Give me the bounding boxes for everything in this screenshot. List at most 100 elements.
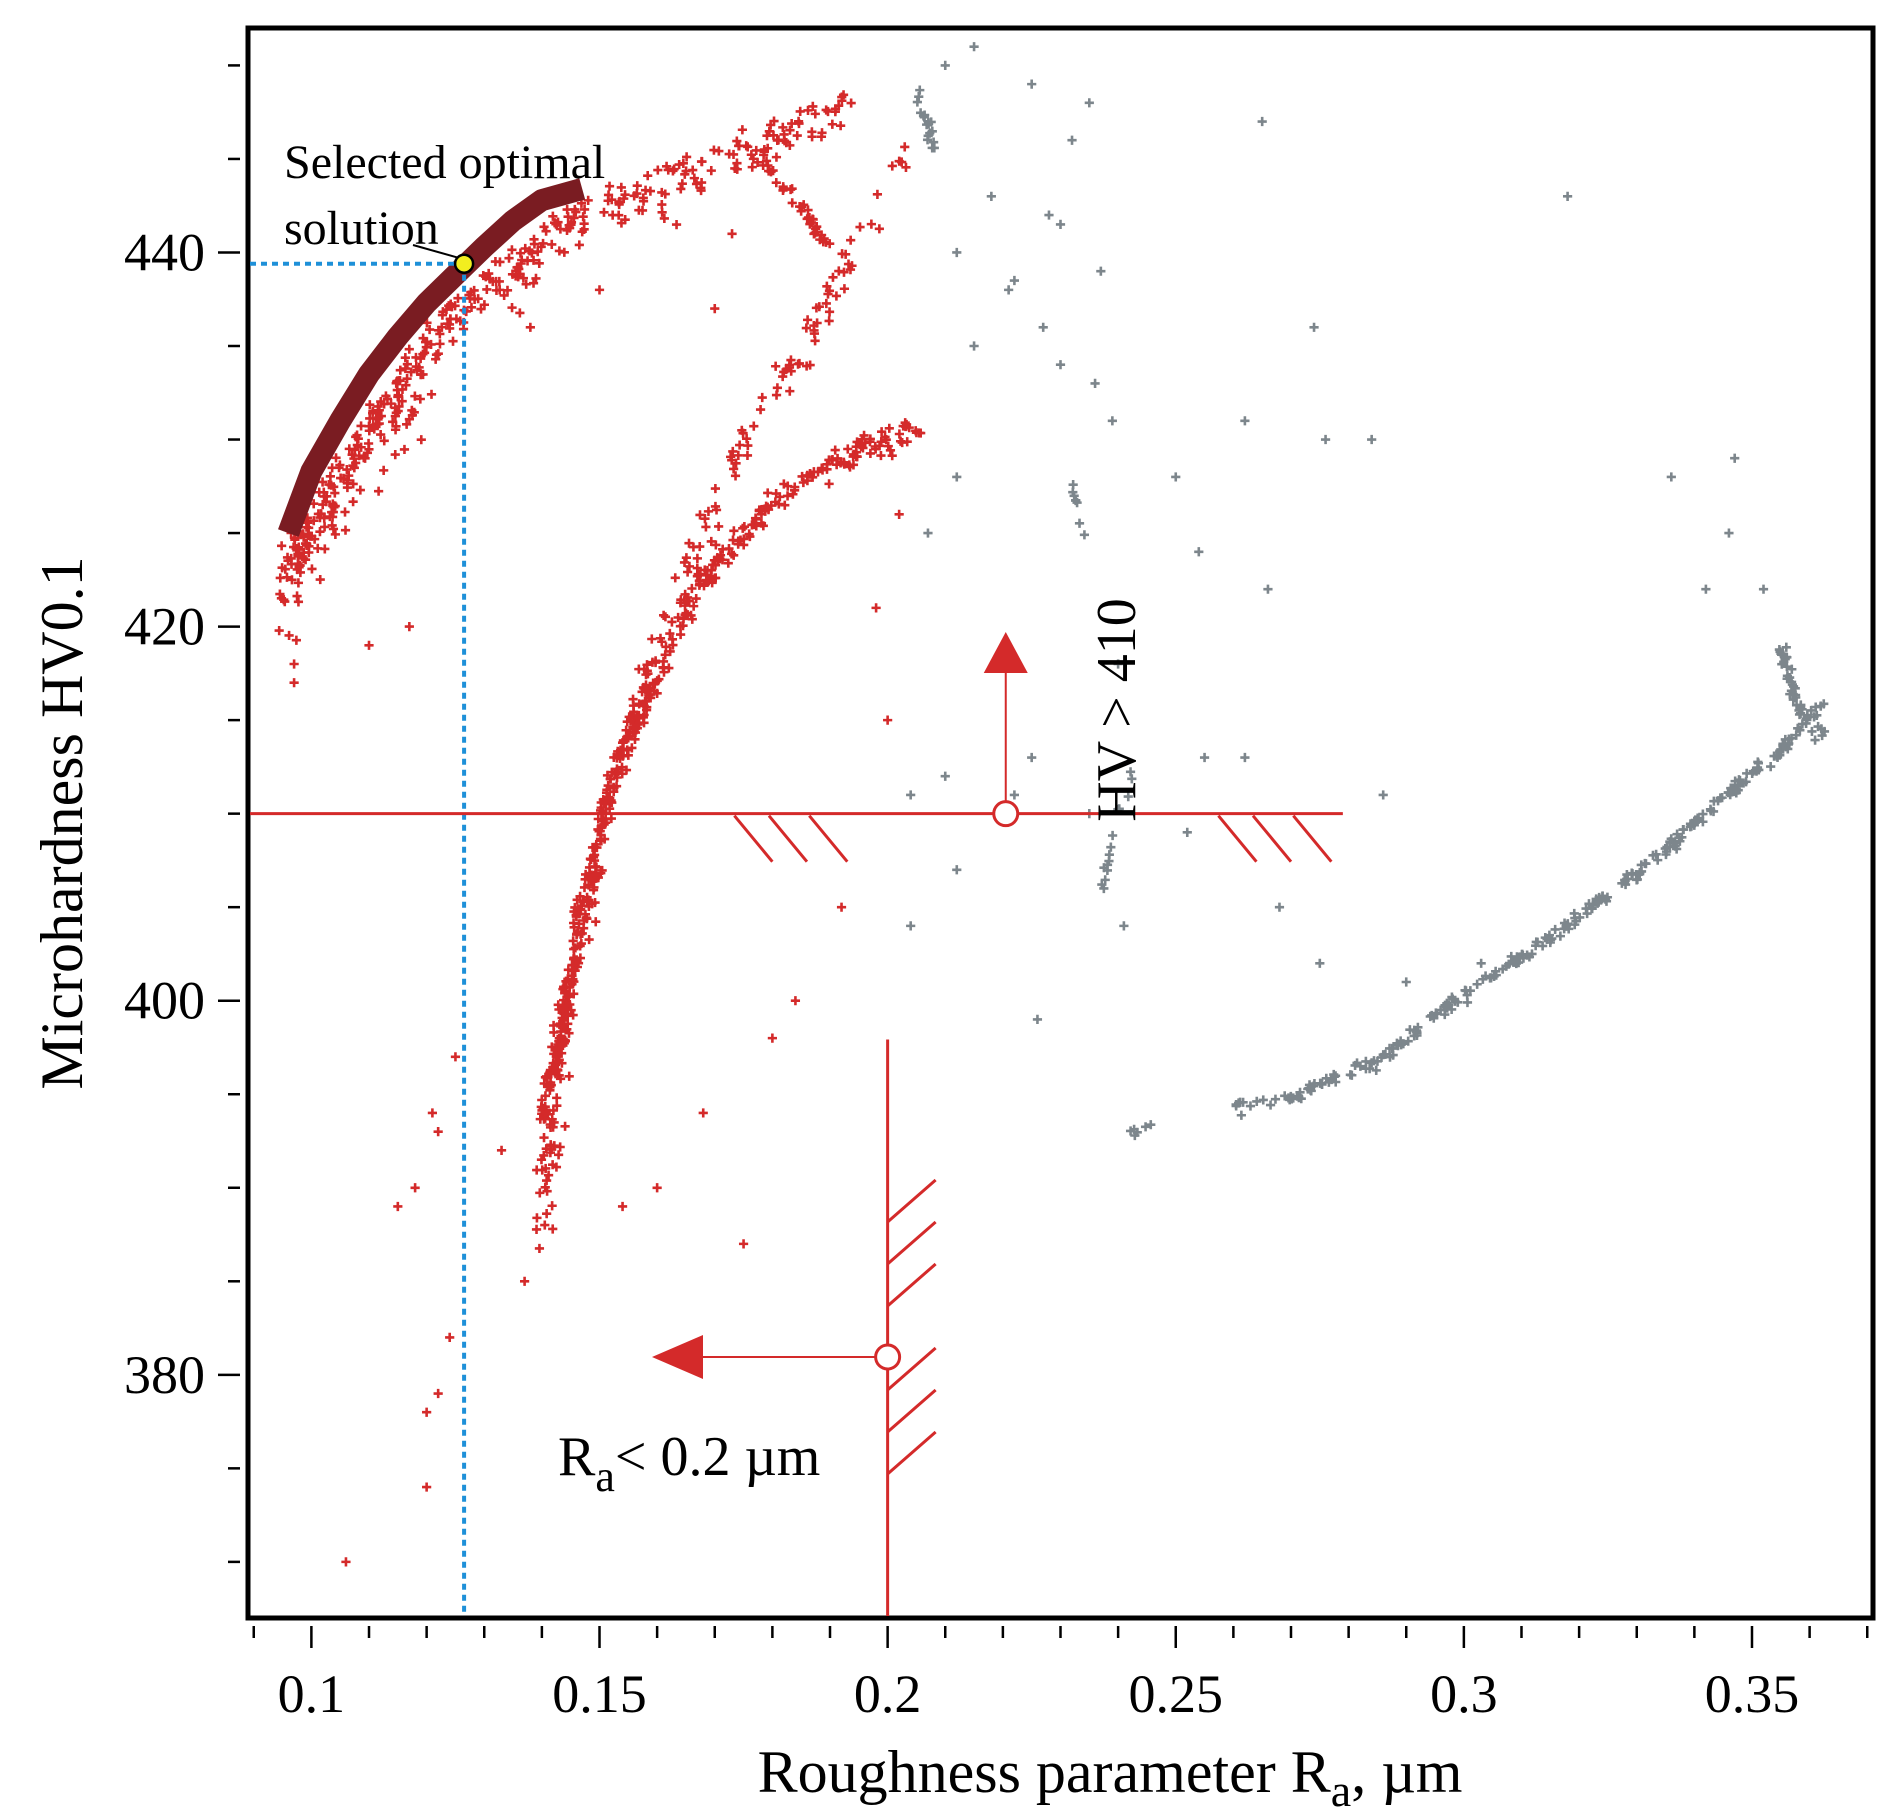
feasible-point (587, 899, 597, 909)
feasible-point (555, 1142, 565, 1152)
y-tick-label: 420 (124, 597, 205, 657)
feasible-point (654, 674, 664, 684)
feasible-point (397, 396, 407, 406)
feasible-point (579, 204, 590, 215)
feasible-point (825, 239, 835, 249)
feasible-point (658, 663, 668, 673)
feasible-point (695, 541, 705, 552)
feasible-point (876, 437, 886, 447)
feasible-point (883, 715, 893, 725)
feasible-point (402, 374, 412, 384)
feasible-point (894, 429, 905, 439)
feasible-point (802, 214, 812, 224)
feasible-point (543, 1170, 554, 1180)
feasible-point (681, 553, 691, 563)
feasible-point (608, 210, 618, 220)
feasible-point (426, 389, 437, 399)
infeasible-point (1099, 863, 1109, 873)
infeasible-point (1725, 790, 1735, 800)
infeasible-point (1491, 970, 1501, 980)
feasible-point (642, 660, 652, 670)
feasible-point (647, 634, 657, 644)
hv-constraint-label: HV > 410 (1086, 598, 1148, 821)
infeasible-point (1661, 847, 1672, 857)
infeasible-point (1108, 830, 1118, 841)
feasible-point (667, 634, 678, 644)
feasible-point (597, 865, 607, 876)
feasible-point (360, 453, 370, 463)
feasible-point (410, 1183, 420, 1193)
feasible-point (534, 258, 544, 268)
infeasible-point (1584, 899, 1594, 909)
infeasible-point (1531, 937, 1541, 947)
feasible-point (831, 291, 842, 301)
feasible-point (604, 804, 615, 814)
feasible-point (676, 629, 686, 640)
feasible-point (724, 149, 734, 159)
feasible-point (841, 249, 851, 259)
feasible-point (665, 628, 675, 639)
feasible-point (676, 184, 686, 194)
feasible-point (771, 361, 781, 371)
feasible-point (696, 177, 707, 188)
infeasible-point (906, 921, 916, 931)
infeasible-point (1777, 659, 1787, 669)
feasible-point (851, 451, 861, 462)
feasible-point (548, 1224, 558, 1234)
feasible-point (786, 355, 796, 365)
feasible-point (445, 314, 455, 324)
feasible-point (689, 601, 699, 611)
infeasible-point (1782, 662, 1792, 672)
infeasible-point (1330, 1071, 1341, 1081)
feasible-point (730, 471, 741, 481)
feasible-point (541, 1163, 551, 1174)
infeasible-point (1009, 275, 1019, 286)
feasible-point (552, 1093, 562, 1103)
feasible-point (811, 303, 822, 313)
feasible-point (478, 270, 488, 281)
feasible-point (304, 547, 314, 558)
feasible-point (528, 255, 539, 265)
infeasible-point (1233, 1098, 1244, 1108)
feasible-point (887, 451, 897, 461)
feasible-point (448, 336, 458, 346)
feasible-point (533, 247, 543, 257)
infeasible-point (1119, 921, 1129, 931)
feasible-point (324, 479, 334, 490)
infeasible-point (1689, 820, 1699, 830)
feasible-point (822, 281, 832, 291)
feasible-point (641, 670, 651, 680)
feasible-point (677, 179, 687, 189)
feasible-point (535, 1188, 545, 1198)
feasible-point (564, 1071, 574, 1081)
feasible-point (809, 325, 819, 336)
feasible-point (331, 453, 341, 463)
feasible-point (750, 513, 761, 523)
feasible-point (406, 367, 416, 377)
feasible-point (502, 285, 513, 295)
feasible-point (445, 1332, 455, 1343)
feasible-point (671, 220, 682, 230)
feasible-point (568, 1010, 578, 1020)
callout-label-line2: solution (284, 202, 439, 255)
feasible-point (807, 127, 817, 137)
feasible-point (576, 904, 586, 914)
infeasible-point (1345, 1070, 1355, 1080)
infeasible-point (1753, 757, 1763, 767)
feasible-point (542, 1186, 552, 1196)
feasible-point (599, 797, 609, 807)
feasible-point (817, 128, 827, 138)
infeasible-point (1265, 1100, 1276, 1110)
feasible-point (885, 445, 896, 455)
feasible-point (828, 272, 838, 282)
infeasible-point (1106, 842, 1116, 852)
feasible-point (563, 1019, 573, 1029)
feasible-point (561, 1001, 572, 1011)
infeasible-point (1678, 824, 1689, 835)
infeasible-point (1698, 809, 1708, 819)
feasible-point (570, 902, 580, 913)
infeasible-point (1140, 1122, 1151, 1132)
feasible-point (402, 419, 412, 429)
x-tick-label: 0.15 (552, 1664, 647, 1724)
infeasible-point (1425, 1011, 1435, 1022)
